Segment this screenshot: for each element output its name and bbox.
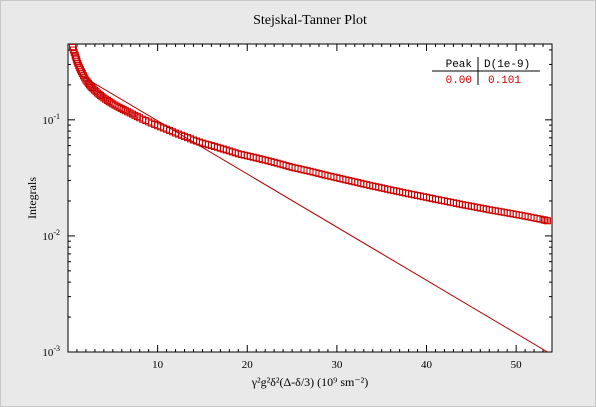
table-cell-peak: 0.00 [446, 75, 472, 87]
data-point [117, 104, 125, 112]
data-point [100, 94, 108, 102]
data-point [129, 110, 137, 118]
data-point [73, 57, 81, 65]
data-point [126, 109, 134, 117]
data-point [105, 98, 113, 106]
data-point [102, 95, 110, 103]
chart-title: Stejskal-Tanner Plot [253, 13, 367, 28]
x-axis-label: γ²g²δ²(Δ-δ/3) (10⁹ sm⁻²) [251, 375, 369, 389]
data-point [131, 111, 139, 119]
x-tick-label: 40 [421, 359, 433, 371]
data-point [544, 217, 552, 225]
plot-area [67, 43, 553, 353]
data-point [98, 93, 106, 101]
data-point [121, 107, 129, 115]
y-axis-label: Integrals [25, 177, 39, 219]
y-tick-label: 10-1 [42, 112, 60, 127]
table-header-peak: Peak [446, 59, 473, 71]
fit-line [81, 75, 548, 352]
x-tick-label: 10 [152, 359, 164, 371]
x-tick-label: 50 [511, 359, 523, 371]
data-point [119, 106, 127, 114]
data-point [81, 74, 89, 82]
y-tick-label: 10-2 [42, 228, 60, 243]
data-point [103, 96, 111, 104]
data-markers [68, 44, 552, 225]
y-tick-label: 10-3 [42, 344, 60, 359]
table-cell-d: 0.101 [488, 75, 521, 87]
data-point [80, 72, 88, 80]
x-tick-label: 30 [331, 359, 343, 371]
table-header-d: D(1e-9) [484, 59, 530, 71]
data-point [124, 108, 132, 116]
x-tick-label: 20 [242, 359, 254, 371]
